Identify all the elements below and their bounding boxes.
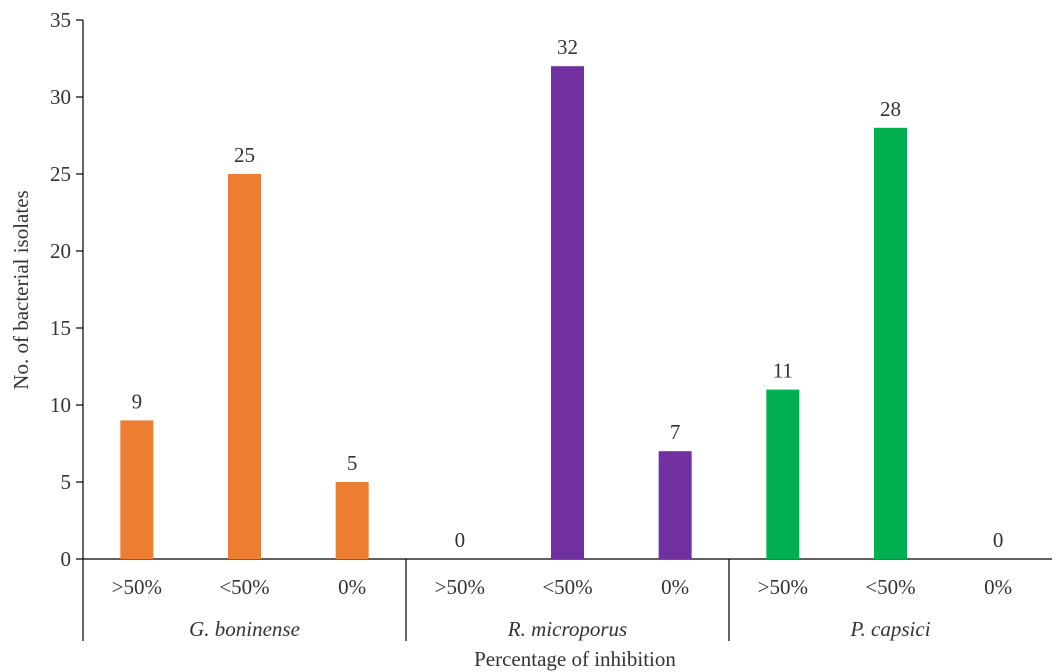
x-category-label: 0% <box>984 575 1012 599</box>
data-label: 32 <box>557 35 578 59</box>
y-tick-label: 30 <box>50 85 71 109</box>
x-category-label: >50% <box>758 575 808 599</box>
x-category-label: >50% <box>435 575 485 599</box>
x-category-label: 0% <box>338 575 366 599</box>
y-tick-label: 35 <box>50 8 71 32</box>
x-axis-title: Percentage of inhibition <box>474 647 676 671</box>
y-axis-title: No. of bacterial isolates <box>9 190 33 389</box>
x-group-label: G. boninense <box>189 617 300 641</box>
x-category-label: <50% <box>542 575 592 599</box>
data-label: 0 <box>993 528 1004 552</box>
data-label: 9 <box>132 389 143 413</box>
bar <box>658 451 692 559</box>
x-category-label: <50% <box>865 575 915 599</box>
bar <box>335 482 369 559</box>
x-group-label: R. microporus <box>507 617 627 641</box>
y-tick-label: 15 <box>50 316 71 340</box>
x-category-label: 0% <box>661 575 689 599</box>
x-category-label: <50% <box>219 575 269 599</box>
y-tick-label: 20 <box>50 239 71 263</box>
y-tick-label: 5 <box>61 470 72 494</box>
plot-area: 0 5 10 15 20 25 30 35 9 >50% 25 <50% 5 0% G. boninense… <box>50 8 1052 641</box>
data-label: 7 <box>670 420 681 444</box>
data-label: 0 <box>455 528 466 552</box>
data-label: 11 <box>773 359 793 383</box>
x-group-label: P. capsici <box>849 617 930 641</box>
y-tick-label: 25 <box>50 162 71 186</box>
bar <box>228 174 261 559</box>
y-tick-label: 0 <box>61 547 72 571</box>
data-label: 28 <box>880 97 901 121</box>
data-label: 5 <box>347 451 358 475</box>
x-category-label: >50% <box>112 575 162 599</box>
data-label: 25 <box>234 143 255 167</box>
bar <box>874 127 907 560</box>
y-tick-label: 10 <box>50 393 71 417</box>
bar <box>551 66 584 559</box>
bar <box>766 389 800 559</box>
bar <box>120 420 154 559</box>
